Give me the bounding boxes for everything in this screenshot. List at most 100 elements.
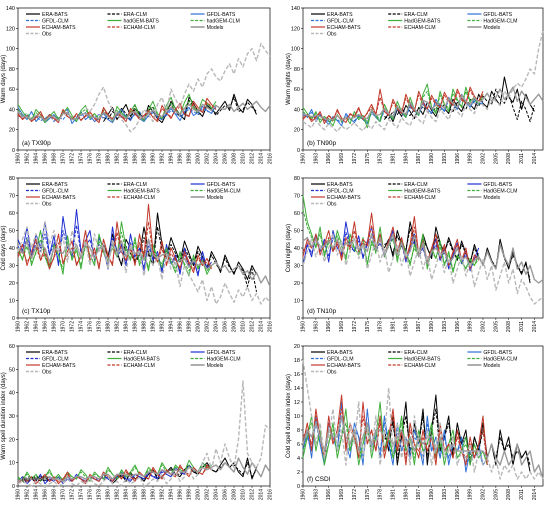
legend-label: ECHAM-BATS: [42, 25, 76, 31]
legend-label: ERA-BATS: [327, 12, 353, 18]
x-tick-label: 1969: [339, 321, 345, 332]
y-tick-label: 12: [294, 400, 300, 406]
y-axis-label: Warm days (days): [1, 55, 7, 103]
x-tick-label: 1982: [115, 153, 121, 164]
x-tick-label: 1993: [442, 153, 448, 164]
y-axis-label: Cold nights (days): [286, 224, 292, 272]
panel-label: (d) TN10p: [307, 308, 337, 315]
legend-label: ERA-CLM: [404, 182, 427, 188]
legend-label: Obs: [327, 369, 337, 375]
legend-label: ECHAM-BATS: [327, 363, 361, 369]
legend-label: GFDL-CLM: [42, 356, 69, 362]
x-tick-label: 1974: [79, 153, 85, 164]
legend-label: ERA-BATS: [42, 182, 68, 188]
x-tick-label: 1960: [301, 321, 307, 332]
y-tick-label: 10: [294, 414, 300, 420]
series-line: [85, 42, 271, 133]
x-tick-label: 1978: [378, 489, 384, 500]
legend-label: GFDL-BATS: [207, 12, 236, 18]
legend-label: GFDL-BATS: [483, 182, 512, 188]
x-tick-label: 2014: [259, 321, 265, 332]
x-tick-label: 1999: [468, 321, 474, 332]
y-tick-label: 60: [9, 87, 15, 93]
x-tick-label: 2014: [259, 153, 265, 164]
y-tick-label: 100: [291, 47, 300, 53]
legend-label: ERA-CLM: [123, 350, 146, 356]
x-tick-label: 1968: [52, 489, 58, 500]
x-tick-label: 1993: [442, 489, 448, 500]
series-line: [17, 238, 271, 287]
legend-label: GFDL-BATS: [483, 12, 512, 18]
panel-label: (e) WSDI: [22, 476, 49, 483]
y-tick-label: 0: [12, 148, 15, 154]
x-tick-label: 2008: [232, 489, 238, 500]
legend-label: hadGEM-CLM: [207, 18, 240, 24]
chart-panel-6: 0 2 4 6 8 10 12 14 16 18 20 Cold spell duration ind…: [286, 344, 544, 500]
chart-panel-5: 0 10 20 30 40 50 60 Warm spell duration index (…: [1, 344, 274, 500]
y-tick-label: 10: [9, 299, 15, 305]
x-tick-label: 1966: [43, 153, 49, 164]
legend-label: GFDL-CLM: [327, 356, 354, 362]
x-tick-label: 2011: [519, 321, 525, 332]
legend-label: Models: [483, 195, 500, 201]
x-tick-label: 1974: [79, 321, 85, 332]
legend-label: HadGEM-CLM: [207, 188, 241, 194]
x-tick-label: 1960: [16, 153, 22, 164]
x-tick-label: 1994: [169, 489, 175, 500]
x-tick-label: 2002: [205, 321, 211, 332]
legend: ERA-BATS ERA-CLM GFDL-BATS GFDL-CLM HadGEM-B…: [311, 182, 517, 207]
y-tick-label: 80: [294, 67, 300, 73]
x-tick-label: 1962: [25, 489, 31, 500]
x-tick-label: 1978: [378, 321, 384, 332]
x-tick-label: 1972: [352, 153, 358, 164]
series-line: [103, 96, 257, 122]
x-tick-label: 1975: [365, 489, 371, 500]
series-line: [302, 231, 480, 270]
x-tick-label: 1975: [365, 321, 371, 332]
legend: ERA-BATS ERA-CLM GFDL-BATS GFDL-CLM hadGEM-B…: [26, 12, 240, 37]
x-tick-label: 1998: [187, 489, 193, 500]
x-tick-label: 2005: [493, 153, 499, 164]
y-axis-label: Warm spell duration index (days): [1, 372, 7, 459]
legend-label: GFDL-BATS: [483, 350, 512, 356]
y-tick-label: 60: [9, 344, 15, 350]
series-line: [17, 457, 271, 482]
x-tick-label: 2010: [241, 153, 247, 164]
series-line: [302, 30, 544, 133]
y-tick-label: 0: [297, 148, 300, 154]
y-tick-label: 10: [294, 299, 300, 305]
y-tick-label: 80: [9, 176, 15, 182]
y-tick-label: 30: [294, 264, 300, 270]
y-tick-label: 100: [6, 47, 15, 53]
x-tick-label: 1982: [115, 489, 121, 500]
x-tick-label: 2008: [506, 321, 512, 332]
y-tick-label: 40: [9, 107, 15, 113]
x-tick-label: 1972: [70, 321, 76, 332]
x-tick-label: 2002: [481, 489, 487, 500]
x-tick-label: 2002: [205, 489, 211, 500]
x-tick-label: 1998: [187, 153, 193, 164]
y-tick-label: 70: [9, 194, 15, 200]
legend-label: ECHAM-CLM: [404, 25, 435, 31]
y-tick-label: 16: [294, 372, 300, 378]
x-tick-label: 1984: [403, 489, 409, 500]
x-tick-label: 1990: [429, 321, 435, 332]
y-tick-label: 0: [12, 484, 15, 490]
chart-panel-2: 0 20 40 60 80 100 120 140 Warm nights (days) 1960…: [286, 6, 544, 164]
panel-label: (a) TX90p: [22, 140, 51, 147]
x-tick-label: 1992: [160, 153, 166, 164]
x-tick-label: 1993: [442, 321, 448, 332]
x-tick-label: 2008: [232, 321, 238, 332]
y-tick-label: 0: [297, 316, 300, 322]
y-tick-label: 60: [294, 211, 300, 217]
x-tick-label: 1984: [124, 153, 130, 164]
y-tick-label: 80: [294, 176, 300, 182]
series-line: [302, 359, 544, 480]
series-line: [383, 76, 535, 123]
legend-label: ERA-BATS: [42, 12, 68, 18]
x-tick-label: 1976: [88, 489, 94, 500]
panel-label: (c) TX10p: [22, 308, 51, 315]
x-tick-label: 1969: [339, 489, 345, 500]
x-tick-label: 2016: [268, 153, 274, 164]
legend-label: ERA-CLM: [404, 350, 427, 356]
